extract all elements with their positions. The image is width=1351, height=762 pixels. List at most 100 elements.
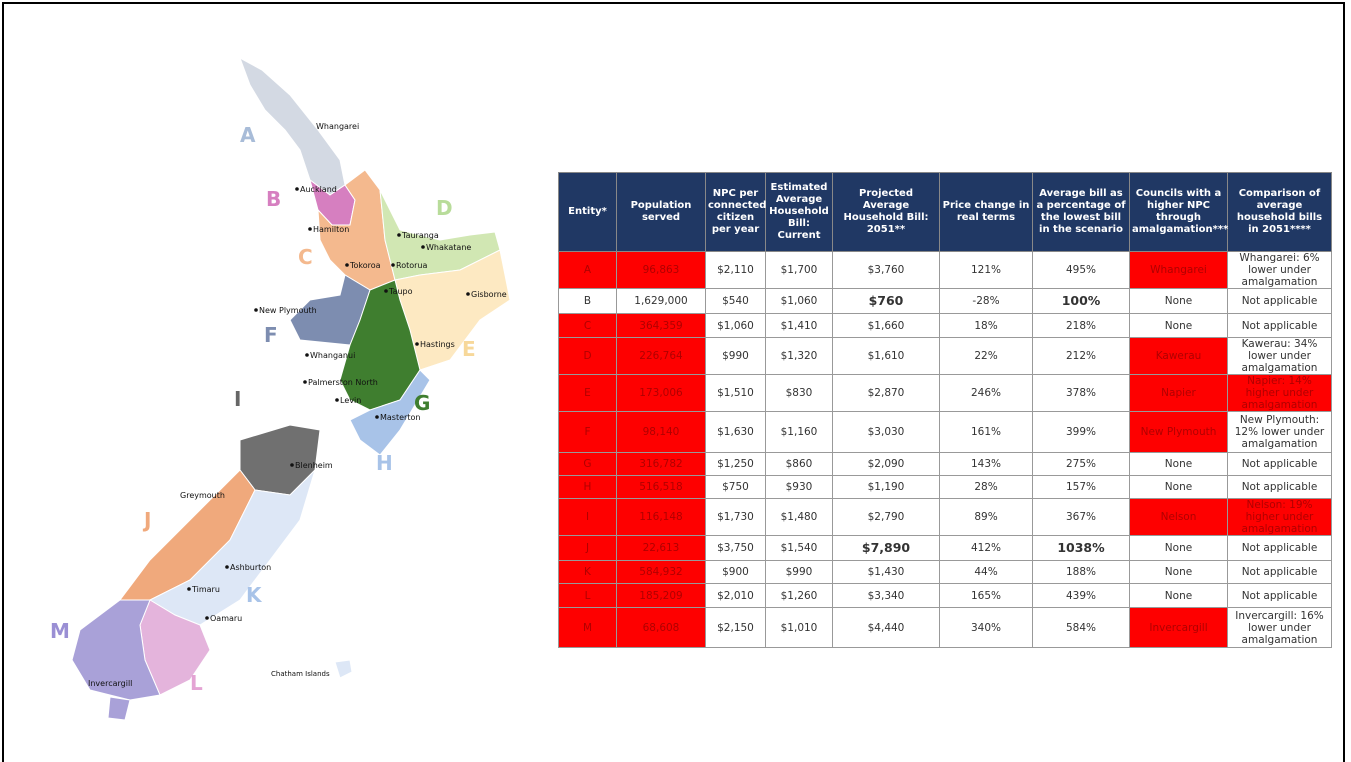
header-cell: Population served xyxy=(616,172,706,252)
table-cell: 584,932 xyxy=(616,560,706,584)
table-row: I 116,148 $1,730 $1,480 $2,790 89% 367% Nelson N… xyxy=(558,498,1332,536)
table-cell: 96,863 xyxy=(616,251,706,289)
table-cell: $1,610 xyxy=(832,337,940,375)
table-cell: $3,340 xyxy=(832,583,940,608)
table-cell: $1,480 xyxy=(765,498,833,536)
table-cell: 412% xyxy=(939,535,1033,561)
table-row: B 1,629,000 $540 $1,060 $760 -28% 100% None Not … xyxy=(558,288,1332,314)
table-cell: $1,250 xyxy=(705,452,766,476)
region-letter: G xyxy=(414,391,430,415)
table-cell: $2,110 xyxy=(705,251,766,289)
place-dot xyxy=(290,463,294,467)
table-cell: $1,510 xyxy=(705,374,766,412)
table-cell: $760 xyxy=(832,288,940,314)
table-cell: $990 xyxy=(765,560,833,584)
table-row: A 96,863 $2,110 $1,700 $3,760 121% 495% Whangar… xyxy=(558,251,1332,289)
table-row: E 173,006 $1,510 $830 $2,870 246% 378% Napier Na… xyxy=(558,374,1332,412)
table-cell: $2,790 xyxy=(832,498,940,536)
place-dot xyxy=(308,227,312,231)
table-cell: A xyxy=(558,251,617,289)
table-cell: None xyxy=(1129,475,1228,499)
region-m xyxy=(71,599,161,701)
table-cell: $860 xyxy=(765,452,833,476)
header-cell: Projected Average Household Bill: 2051** xyxy=(832,172,940,252)
table-cell: $750 xyxy=(705,475,766,499)
table-cell: $3,760 xyxy=(832,251,940,289)
table-row: C 364,359 $1,060 $1,410 $1,660 18% 218% None Not… xyxy=(558,313,1332,338)
place-label: Whanganui xyxy=(310,351,355,360)
table-cell: $1,730 xyxy=(705,498,766,536)
table-cell: Invercargill: 16% lower under amalgamati… xyxy=(1227,607,1332,648)
region-letter: C xyxy=(298,245,313,269)
table-cell: Not applicable xyxy=(1227,475,1332,499)
table-cell: 44% xyxy=(939,560,1033,584)
header-cell: Comparison of average household bills in… xyxy=(1227,172,1332,252)
table-cell: 121% xyxy=(939,251,1033,289)
table-cell: D xyxy=(558,337,617,375)
table-cell: New Plymouth xyxy=(1129,411,1228,453)
table-cell: $830 xyxy=(765,374,833,412)
region-letter: I xyxy=(234,387,241,411)
table-cell: $1,540 xyxy=(765,535,833,561)
table-cell: $1,320 xyxy=(765,337,833,375)
table-cell: 399% xyxy=(1032,411,1130,453)
table-cell: 98,140 xyxy=(616,411,706,453)
place-dot xyxy=(305,353,309,357)
table-cell: None xyxy=(1129,583,1228,608)
table-cell: H xyxy=(558,475,617,499)
table-cell: $2,010 xyxy=(705,583,766,608)
table-cell: M xyxy=(558,607,617,648)
place-dot xyxy=(345,263,349,267)
table-cell: Nelson: 19% higher under amalgamation xyxy=(1227,498,1332,536)
table-cell: $2,870 xyxy=(832,374,940,412)
table-cell: None xyxy=(1129,288,1228,314)
chatham-islands-shape xyxy=(334,659,353,679)
table-cell: B xyxy=(558,288,617,314)
nz-map: A B C D E F G H I J K L M Whangarei Auckland Hamilton T… xyxy=(50,56,511,721)
table-cell: $1,410 xyxy=(765,313,833,338)
table-cell: Kawerau: 34% lower under amalgamation xyxy=(1227,337,1332,375)
table-cell: Kawerau xyxy=(1129,337,1228,375)
table-row: G 316,782 $1,250 $860 $2,090 143% 275% None Not … xyxy=(558,452,1332,476)
place-dot xyxy=(335,398,339,402)
table-cell: 246% xyxy=(939,374,1033,412)
region-letter: L xyxy=(190,671,203,695)
table-cell: 18% xyxy=(939,313,1033,338)
table-cell: Whangarei: 6% lower under amalgamation xyxy=(1227,251,1332,289)
table-cell: $990 xyxy=(705,337,766,375)
table-cell: None xyxy=(1129,313,1228,338)
header-cell: NPC per connected citizen per year xyxy=(705,172,766,252)
table-cell: Not applicable xyxy=(1227,535,1332,561)
place-dot xyxy=(384,289,388,293)
table-cell: 185,209 xyxy=(616,583,706,608)
table-cell: Napier: 14% higher under amalgamation xyxy=(1227,374,1332,412)
table-row: M 68,608 $2,150 $1,010 $4,440 340% 584% Inverca… xyxy=(558,607,1332,648)
table-cell: 364,359 xyxy=(616,313,706,338)
table-cell: Not applicable xyxy=(1227,452,1332,476)
place-label: Hamilton xyxy=(313,225,349,234)
table-cell: 275% xyxy=(1032,452,1130,476)
region-letter: F xyxy=(264,323,278,347)
table-cell: 378% xyxy=(1032,374,1130,412)
table-cell: 316,782 xyxy=(616,452,706,476)
place-label: Invercargill xyxy=(88,679,132,688)
table-cell: Not applicable xyxy=(1227,583,1332,608)
table-cell: $1,010 xyxy=(765,607,833,648)
place-label: Masterton xyxy=(380,413,420,422)
table-cell: Napier xyxy=(1129,374,1228,412)
table-cell: $2,090 xyxy=(832,452,940,476)
table-cell: None xyxy=(1129,452,1228,476)
table-cell: 161% xyxy=(939,411,1033,453)
place-label: Tauranga xyxy=(401,231,439,240)
table-cell: 367% xyxy=(1032,498,1130,536)
place-dot xyxy=(295,187,299,191)
place-label: Timaru xyxy=(191,585,220,594)
header-cell: Price change in real terms xyxy=(939,172,1033,252)
place-label: Blenheim xyxy=(295,461,333,470)
table-cell: 28% xyxy=(939,475,1033,499)
table-cell: Not applicable xyxy=(1227,560,1332,584)
table-cell: $1,630 xyxy=(705,411,766,453)
place-dot xyxy=(254,308,258,312)
region-k xyxy=(148,469,316,626)
